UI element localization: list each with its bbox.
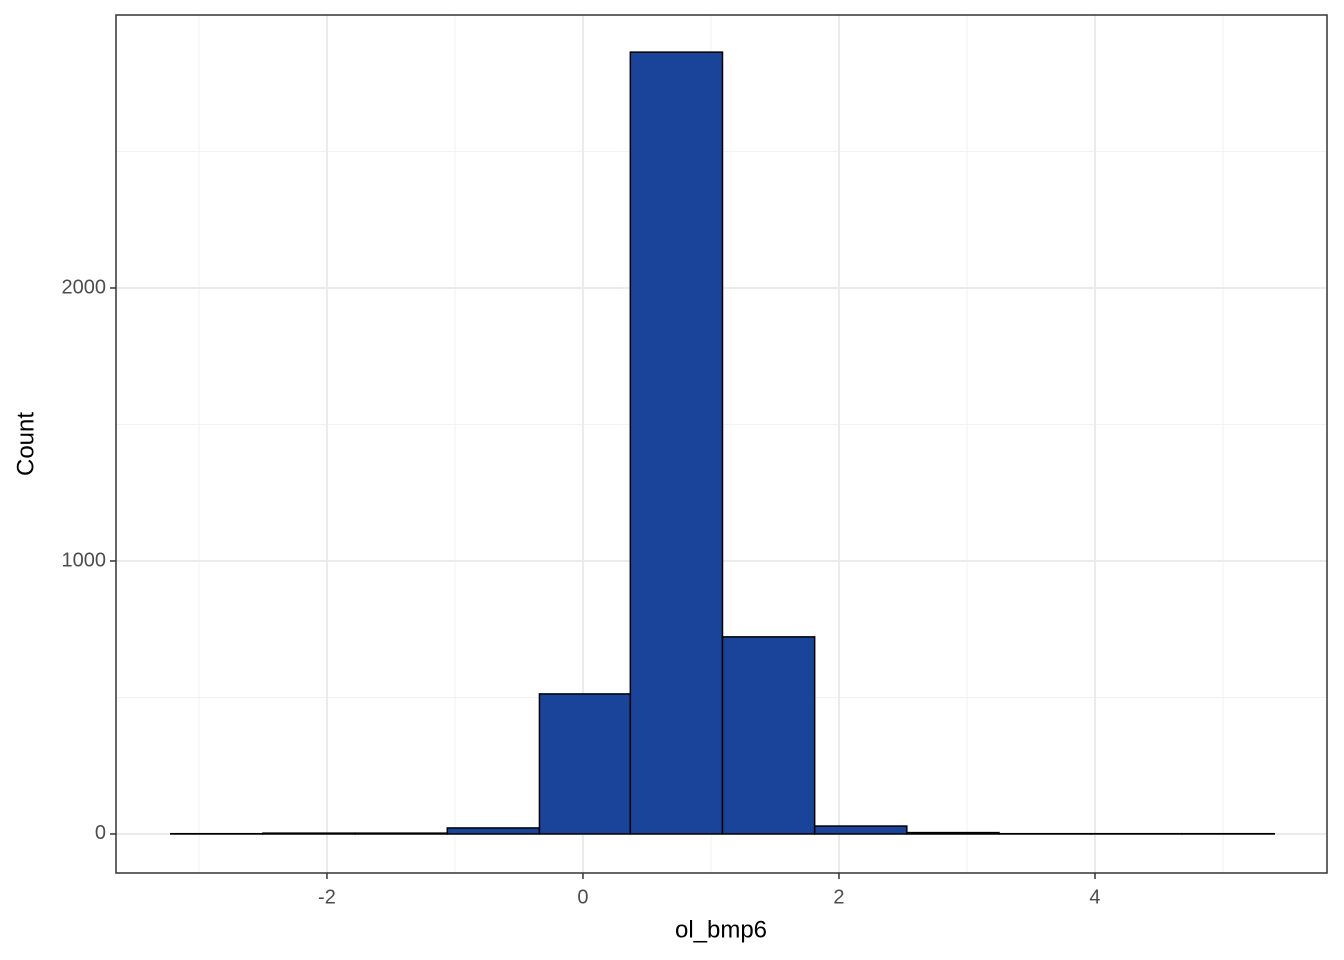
x-tick-label: 0 xyxy=(577,886,588,908)
bar xyxy=(813,825,908,835)
x-tick-label: -2 xyxy=(318,886,336,908)
x-axis-title: ol_bmp6 xyxy=(675,916,767,943)
plot-border xyxy=(115,14,1328,874)
y-tick-label: 2000 xyxy=(62,276,107,298)
bar xyxy=(354,832,449,835)
y-tick-label: 0 xyxy=(95,822,106,844)
bar xyxy=(446,827,541,835)
bar xyxy=(906,831,1000,835)
x-tick-label: 4 xyxy=(1089,886,1100,908)
bar xyxy=(721,636,816,835)
x-tick-label: 2 xyxy=(833,886,844,908)
bar xyxy=(262,832,356,835)
y-tick-label: 1000 xyxy=(62,549,107,571)
y-axis-title: Count xyxy=(12,412,39,476)
bar xyxy=(538,693,632,835)
bar xyxy=(629,51,724,835)
